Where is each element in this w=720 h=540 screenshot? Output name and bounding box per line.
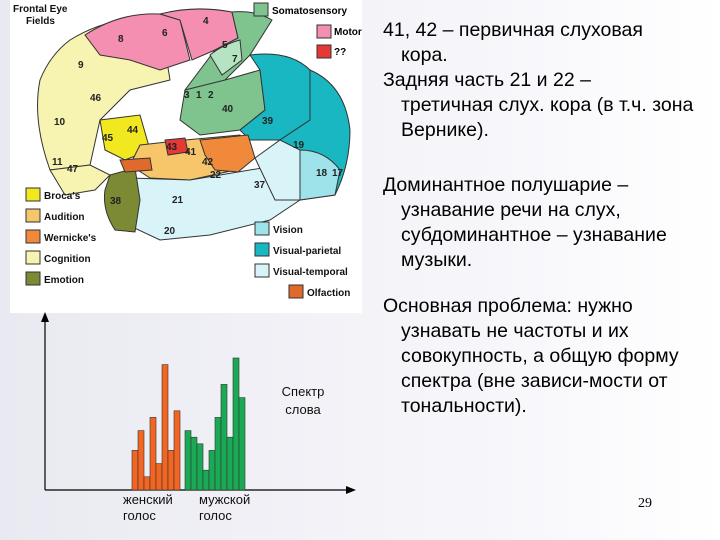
x-axis-arrow-icon	[346, 486, 356, 494]
legend-label: Motor	[334, 27, 362, 38]
female-voice-bars	[131, 364, 181, 491]
legend-swatch-emotion	[25, 271, 41, 286]
legend-label: Audition	[44, 212, 85, 223]
paragraph-line: Основная проблема: нужно	[383, 295, 633, 317]
area-number: 9	[78, 60, 84, 71]
male-spectrum-bar	[196, 443, 204, 491]
female-spectrum-bar	[161, 364, 169, 491]
area-number: 44	[127, 125, 139, 136]
male-spectrum-bar	[184, 430, 192, 491]
area-number: 5	[222, 40, 228, 51]
area-number: 7	[232, 54, 238, 65]
slide-number: 29	[638, 496, 652, 511]
auditory-cortex-paragraph: 41, 42 – первичная слуховая кора. Задняя…	[383, 18, 703, 143]
legend-label: Somatosensory	[272, 6, 347, 17]
dominant-hemisphere-paragraph: Доминантное полушарие – узнавание речи н…	[383, 173, 703, 273]
speech-spectrum-illustration: Спектр слова женский голос мужской голос	[41, 312, 356, 523]
area-number: 45	[102, 133, 114, 144]
legend-swatch-motor	[316, 24, 332, 39]
male-spectrum-bar	[190, 436, 198, 491]
female-spectrum-bar	[131, 450, 139, 491]
y-axis-arrow-icon	[41, 312, 49, 322]
female-voice-label: голос	[123, 508, 156, 523]
female-spectrum-bar	[149, 417, 157, 491]
area-number: 43	[166, 142, 178, 153]
paragraph-line: узнавание речи на слух, субдоминантное –…	[401, 199, 667, 271]
legend-label: Emotion	[44, 275, 84, 286]
area-number: 10	[54, 117, 66, 128]
area-number: 42	[202, 157, 214, 168]
area-number: 20	[164, 226, 176, 237]
male-voice-bars	[184, 357, 246, 491]
area-number: 22	[210, 170, 222, 181]
area-number: 2	[208, 90, 214, 101]
female-spectrum-bar	[173, 410, 181, 491]
male-voice-label: голос	[199, 508, 232, 523]
area-number: 41	[185, 147, 197, 158]
female-spectrum-bar	[137, 430, 145, 491]
paragraph-line: третичная слух. кора (в т.ч. зона Верник…	[401, 94, 694, 141]
legend-label: Cognition	[44, 254, 91, 265]
legend-swatch-cognition	[25, 250, 41, 265]
frontal-eye-fields-label: Frontal Eye	[13, 4, 68, 15]
female-voice-label: женский	[123, 492, 173, 507]
area-number: 19	[293, 140, 305, 151]
area-number: 11	[52, 157, 63, 168]
area-number: 38	[110, 196, 122, 207]
frontal-eye-fields-label: Fields	[26, 16, 55, 27]
female-spectrum-bar	[155, 463, 163, 491]
area-number: 46	[90, 93, 102, 104]
area-number: 18	[316, 168, 328, 179]
male-spectrum-bar	[226, 436, 234, 491]
legend-swatch-brocas	[25, 187, 41, 202]
male-spectrum-bar	[214, 417, 222, 491]
legend-swatch-visual-parietal	[254, 242, 270, 257]
legend-label: Visual-parietal	[273, 246, 341, 257]
male-spectrum-bar	[238, 397, 246, 491]
area-number: 3	[184, 90, 190, 101]
paragraph-line: Задняя часть 21 и 22 –	[383, 69, 591, 91]
legend-swatch-unknown	[316, 44, 332, 59]
legend-swatch-visual-temporal	[254, 263, 270, 278]
legend-label: Vision	[273, 225, 303, 236]
area-number: 17	[332, 168, 344, 179]
legend-swatch-vision	[254, 221, 270, 236]
area-number: 37	[254, 180, 266, 191]
spectrum-title: Спектр	[282, 384, 325, 399]
paragraph-line: Доминантное полушарие –	[383, 174, 629, 196]
paragraph-line: кора.	[401, 44, 448, 66]
male-spectrum-bar	[232, 357, 240, 491]
area-number: 39	[262, 116, 274, 127]
male-voice-label: мужской	[199, 492, 250, 507]
area-number: 1	[196, 90, 202, 101]
male-spectrum-bar	[220, 384, 228, 491]
legend-label: Olfaction	[307, 288, 350, 299]
area-number: 6	[162, 28, 168, 39]
paragraph-line: 41, 42 – первичная слуховая	[383, 19, 643, 41]
female-spectrum-bar	[143, 476, 151, 491]
area-number: 21	[172, 195, 184, 206]
legend-label: Visual-temporal	[273, 267, 348, 278]
legend-label: Broca's	[44, 191, 81, 202]
legend-swatch-olfaction	[288, 284, 304, 299]
legend-swatch-somatosensory	[253, 2, 269, 17]
legend-label: Wernicke's	[44, 233, 97, 244]
spectrum-title: слова	[285, 402, 321, 417]
area-number: 8	[118, 34, 124, 45]
male-spectrum-bar	[202, 469, 210, 491]
legend-swatch-audition	[25, 208, 41, 223]
area-number: 4	[203, 16, 209, 27]
area-number: 47	[67, 164, 79, 175]
male-spectrum-bar	[208, 450, 216, 491]
brain-areas-diagram: 4 6 8 5 7 9 3 1 2 40 46 39 10 45 44 19 4…	[10, 0, 362, 313]
area-number: 40	[222, 104, 234, 115]
legend-swatch-wernickes	[25, 229, 41, 244]
legend-label: ??	[334, 47, 346, 58]
main-problem-paragraph: Основная проблема: нужно узнавать не час…	[383, 294, 703, 419]
female-spectrum-bar	[167, 450, 175, 491]
paragraph-line: узнавать не частоты и их совокупность, а…	[401, 320, 679, 417]
